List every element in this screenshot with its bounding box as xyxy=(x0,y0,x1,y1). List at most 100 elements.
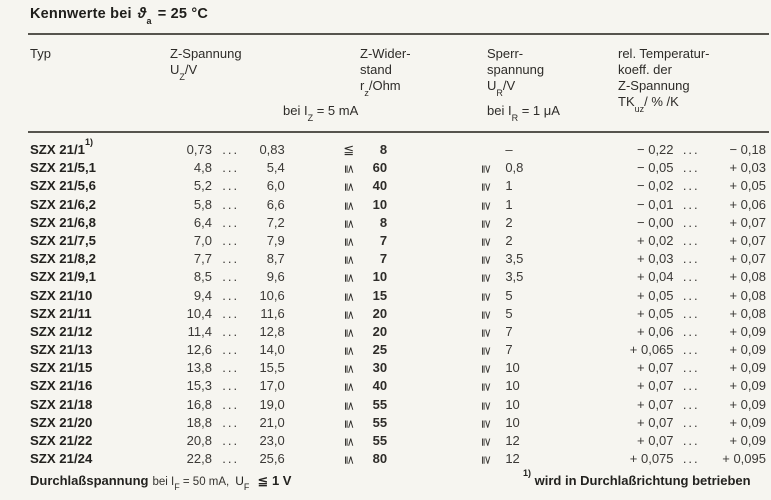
less-equal-icon: ≦ xyxy=(342,200,355,211)
less-equal-icon: ≦ xyxy=(343,142,355,157)
spacer xyxy=(285,159,340,177)
tk-min-value: + 0,02 xyxy=(637,232,674,248)
rz-max-value: 10 xyxy=(372,196,388,212)
table-row: SZX 21/6,8 6,4... 7,2 ≦ 8 ≧ 2 − 0,00... + 0,07 xyxy=(30,214,766,232)
table-row: SZX 21/6,2 5,8... 6,6 ≦ 10 ≧ 1 − 0,01... + 0,06 xyxy=(30,196,766,214)
divider-header xyxy=(28,131,769,133)
rz-max-value: 7 xyxy=(379,251,388,267)
temp-koeff-label-1: rel. Temperatur- xyxy=(618,46,710,61)
uz-max-value: 23,0 xyxy=(259,433,285,448)
tk-min-value: + 0,07 xyxy=(637,378,674,394)
ur-min-value: 2 xyxy=(505,232,513,248)
type-label: SZX 21/7,5 xyxy=(30,232,96,248)
type-label: SZX 21/15 xyxy=(30,360,93,376)
table-row: SZX 21/5,1 4,8... 5,4 ≦ 60 ≧ 0,8 − 0,05... + 0,0… xyxy=(30,159,766,177)
spacer xyxy=(387,287,478,305)
uz-min-value: 7,7 xyxy=(193,251,212,267)
uz-min-value: 4,8 xyxy=(193,160,212,176)
table-row: SZX 21/8,2 7,7... 8,7 ≦ 7 ≧ 3,5 + 0,03... + 0,07 xyxy=(30,250,766,268)
greater-equal-icon xyxy=(478,141,494,159)
z-widerstand-unit: rz/Ohm xyxy=(360,78,401,98)
tk-max-value: + 0,07 xyxy=(729,214,766,230)
uz-min-value: 10,4 xyxy=(186,305,212,321)
rz-max-value: 55 xyxy=(372,396,388,412)
spacer xyxy=(555,396,619,414)
range-ellipsis: ... xyxy=(682,360,700,376)
range-ellipsis: ... xyxy=(682,214,700,230)
ur-min-value: 0,8 xyxy=(505,160,524,176)
greater-equal-icon: ≧ xyxy=(479,455,492,466)
column-header-z-spannung: Z-Spannung UZ/V xyxy=(170,46,242,81)
spacer xyxy=(555,196,619,214)
column-header-sperrspannung: Sperr- spannung UR/V xyxy=(487,46,544,97)
uz-max-value: 17,0 xyxy=(259,378,285,394)
range-ellipsis: ... xyxy=(222,269,240,285)
rz-max-value: 20 xyxy=(372,305,388,321)
range-ellipsis: ... xyxy=(222,378,240,394)
greater-equal-icon: ≧ xyxy=(479,200,492,211)
spacer xyxy=(285,196,340,214)
tk-min-value: − 0,00 xyxy=(637,214,674,230)
range-ellipsis: ... xyxy=(682,342,700,358)
tk-max-value: + 0,07 xyxy=(729,251,766,267)
footnote-marker: 1) xyxy=(84,136,93,147)
spacer xyxy=(387,432,478,450)
less-equal-icon: ≦ xyxy=(342,437,355,447)
type-label: SZX 21/6,8 xyxy=(30,214,96,230)
tk-min-value: + 0,07 xyxy=(637,414,674,430)
ur-min-value: 1 xyxy=(505,178,513,194)
spacer xyxy=(285,377,340,395)
uz-max-value: 14,0 xyxy=(259,342,285,358)
range-ellipsis: ... xyxy=(682,451,700,467)
greater-equal-icon: ≧ xyxy=(479,237,492,247)
spacer xyxy=(555,359,619,377)
ur-min-value: – xyxy=(505,142,513,157)
type-label: SZX 21/20 xyxy=(30,414,93,430)
tk-min-value: + 0,06 xyxy=(637,323,674,339)
rz-max-value: 8 xyxy=(379,142,388,157)
spacer xyxy=(555,341,619,359)
type-label: SZX 21/9,1 xyxy=(30,269,96,285)
spacer xyxy=(285,450,340,468)
less-equal-icon: ≦ xyxy=(342,182,355,193)
table-row: SZX 21/12 11,4... 12,8 ≦ 20 ≧ 7 + 0,06... + 0,09 xyxy=(30,323,766,341)
condition-ir: bei IR = 1 μA xyxy=(487,103,560,123)
tk-max-value: + 0,05 xyxy=(729,178,766,194)
range-ellipsis: ... xyxy=(222,142,240,157)
greater-equal-icon: ≧ xyxy=(479,273,492,284)
table-row: SZX 21/7,5 7,0... 7,9 ≦ 7 ≧ 2 + 0,02... + 0,07 xyxy=(30,232,766,250)
ur-min-value: 7 xyxy=(505,323,513,339)
greater-equal-icon: ≧ xyxy=(479,437,492,447)
less-equal-icon: ≦ xyxy=(342,455,355,466)
table-row: SZX 21/22 20,8... 23,0 ≦ 55 ≧ 12 + 0,07... + 0,0… xyxy=(30,432,766,450)
tk-max-value: + 0,07 xyxy=(729,232,766,248)
spacer xyxy=(285,359,340,377)
greater-equal-icon: ≧ xyxy=(479,182,492,193)
range-ellipsis: ... xyxy=(222,251,240,267)
column-header-temp-koeff: rel. Temperatur- koeff. der Z-Spannung T… xyxy=(618,46,710,113)
z-widerstand-label-1: Z-Wider- xyxy=(360,46,411,61)
spacer xyxy=(555,450,619,468)
spacer xyxy=(387,450,478,468)
divider-top xyxy=(28,33,769,35)
ur-min-value: 5 xyxy=(505,287,513,303)
tk-max-value: − 0,18 xyxy=(729,142,766,157)
less-equal-icon: ≦ xyxy=(342,273,355,284)
range-ellipsis: ... xyxy=(222,396,240,412)
uz-max-value: 12,8 xyxy=(259,323,285,339)
type-label: SZX 21/13 xyxy=(30,342,93,358)
spacer xyxy=(387,232,478,250)
spacer xyxy=(387,196,478,214)
uz-max-value: 7,9 xyxy=(266,232,285,248)
z-widerstand-label-2: stand xyxy=(360,62,392,77)
table-row: SZX 21/18 16,8... 19,0 ≦ 55 ≧ 10 + 0,07... + 0,0… xyxy=(30,396,766,414)
greater-equal-icon: ≧ xyxy=(479,164,492,175)
condition-iz: bei IZ = 5 mA xyxy=(283,103,359,123)
less-equal-icon: ≦ xyxy=(342,400,355,411)
less-equal-icon: ≦ xyxy=(342,255,355,266)
range-ellipsis: ... xyxy=(682,396,700,412)
spacer xyxy=(555,214,619,232)
uz-max-value: 11,6 xyxy=(260,305,285,321)
spacer xyxy=(387,141,478,159)
range-ellipsis: ... xyxy=(222,178,240,194)
